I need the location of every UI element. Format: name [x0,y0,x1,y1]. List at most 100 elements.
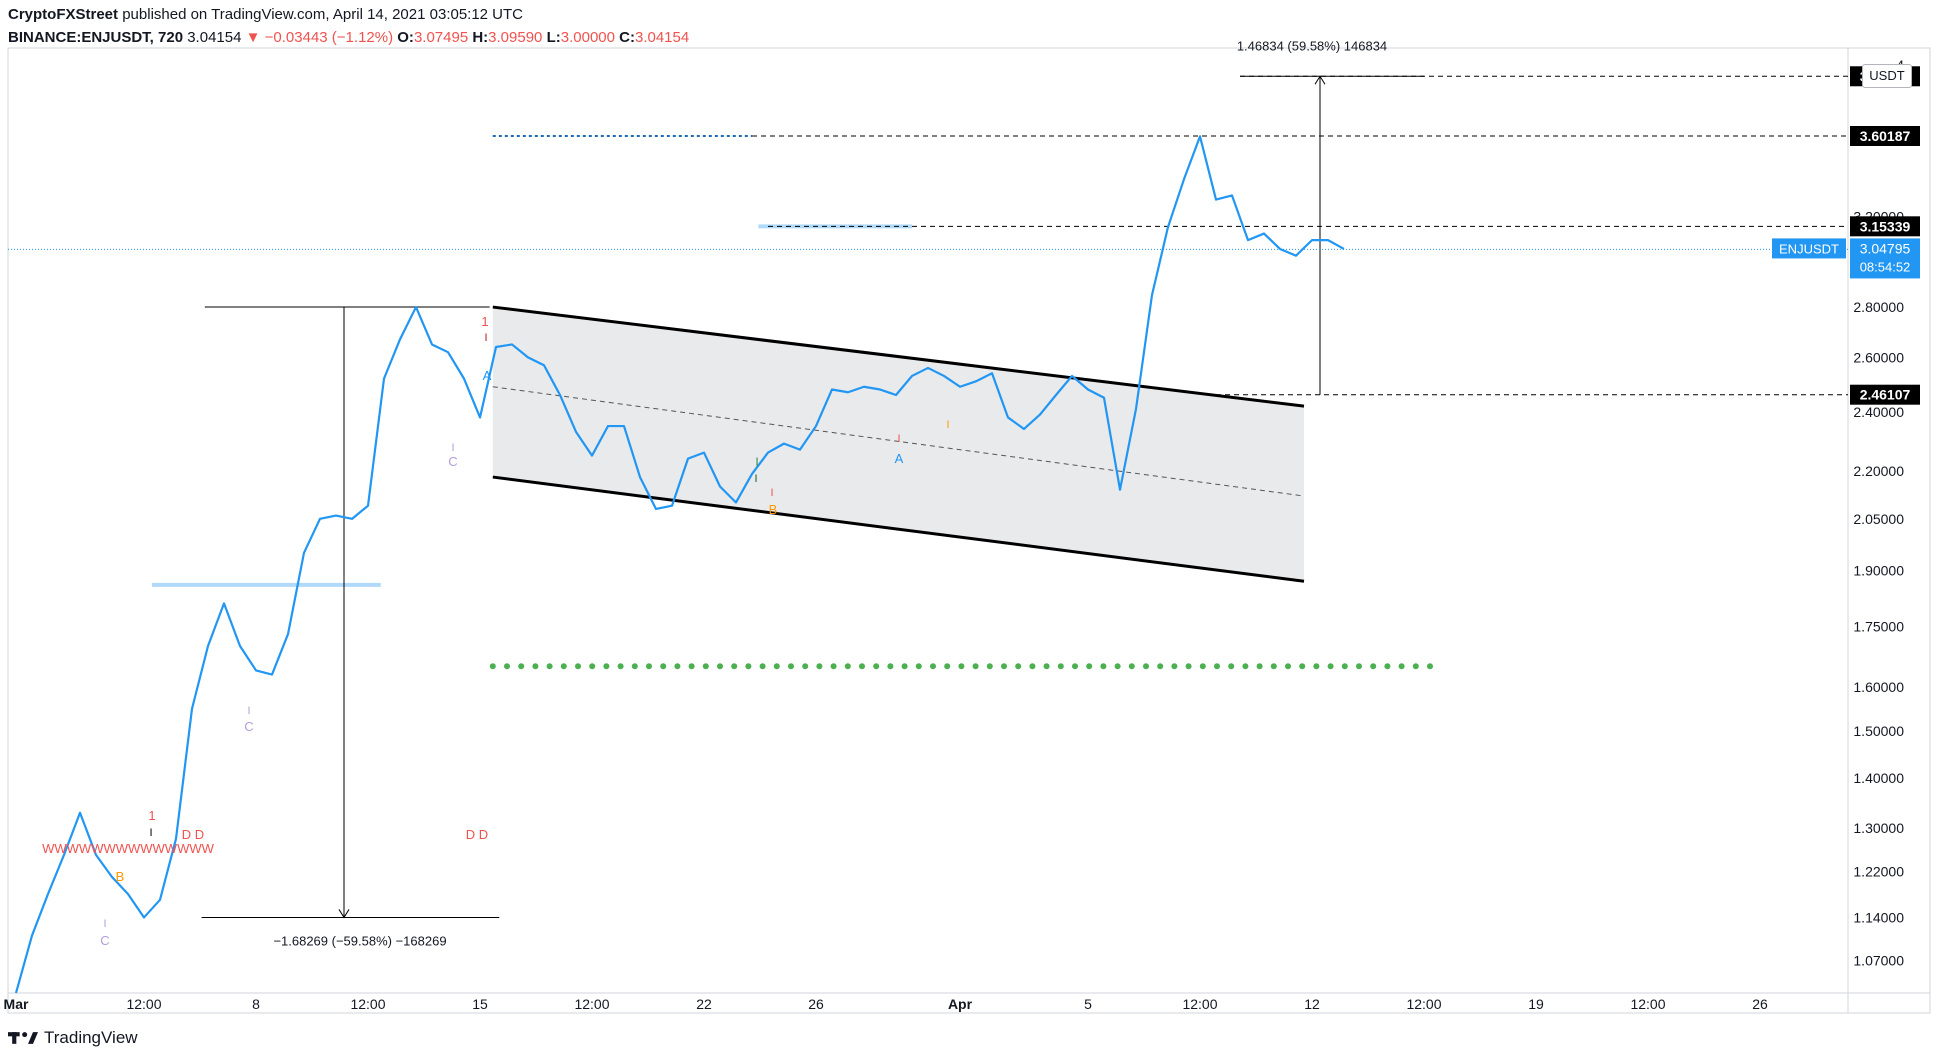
green-dot [901,663,908,670]
x-tick-label: 12:00 [1182,996,1217,1012]
green-dot [958,663,965,670]
d-signal-marks: D D [466,827,488,842]
green-dot [1100,663,1107,670]
wave-i-label: I [946,419,949,431]
green-dot [1214,663,1220,670]
x-tick-label: 12:00 [126,996,161,1012]
y-tick-label: 1.75000 [1853,618,1904,634]
open-value: 3.07495 [413,29,469,46]
green-dot [1114,663,1121,670]
price-series-line [14,135,1345,994]
green-dot [489,663,496,670]
green-dot [1029,663,1036,670]
wave-i-label: I [247,705,250,717]
green-dot [1043,663,1050,670]
wave-c-label: C [100,933,109,948]
wave-i-label: I [484,332,487,344]
wave-one-label: 1 [481,314,488,329]
wave-a-label: A [483,368,492,383]
green-dot [802,663,809,670]
green-dot [986,663,993,670]
green-dot [873,663,880,670]
price-level-tag [1850,216,1920,237]
published-text: published on TradingView.com, April 14, … [122,6,524,23]
y-tick-label: 1.22000 [1853,863,1904,879]
measure-down-label: −1.68269 (−59.58%) −168269 [273,933,446,948]
green-dot [816,663,823,670]
green-dot [788,663,794,670]
measure-up-label: 1.46834 (59.58%) 146834 [1237,38,1387,53]
green-dot [575,663,581,670]
publisher-name[interactable]: CryptoFXStreet [8,6,119,23]
y-tick-label: 1.90000 [1853,562,1904,578]
x-tick-label: 26 [1752,996,1768,1012]
green-dot [603,663,610,670]
wave-c-label: C [244,719,253,734]
green-dot [702,663,709,670]
low-value: 3.00000 [560,29,615,46]
green-dot [887,663,894,670]
wave-i-label: I [451,442,454,454]
green-dot [1185,663,1192,670]
tradingview-footer[interactable]: TradingView [8,1028,138,1048]
green-dot [504,663,510,670]
countdown-label: 08:54:52 [1860,259,1911,274]
price-level-label: 3.15339 [1860,218,1911,234]
wave-i-label: I [103,918,106,930]
x-tick-label: 12:00 [1406,996,1441,1012]
x-tick-label: 5 [1084,996,1092,1012]
green-dot [1157,663,1164,670]
close-label: C: [619,29,635,46]
high-label: H: [472,29,489,46]
wave-i-label: I [897,433,900,445]
price-level-tag [1850,384,1920,405]
channel-fill [492,307,1304,582]
symbol-label: BINANCE:ENJUSDT, 720 [8,29,184,46]
price-level-tag [1850,125,1920,146]
y-tick-label: 1.30000 [1853,820,1904,836]
low-label: L: [546,29,561,46]
green-dot [617,663,624,670]
green-dot [688,663,695,670]
green-dot [1285,663,1291,670]
measure-down-arrow-icon [338,909,350,919]
green-dot [589,663,596,670]
green-dot [1199,663,1206,670]
x-tick-label: Apr [948,996,973,1012]
y-tick-label: 2.40000 [1853,404,1904,420]
ohlc-line: BINANCE:ENJUSDT, 720 3.04154 ▼ −0.03443 … [8,29,689,46]
symbol-tag [1772,238,1846,259]
last-price-label: 3.04795 [1860,240,1911,256]
x-tick-label: 19 [1528,996,1544,1012]
wave-b-label: B [769,502,778,517]
green-dot [1398,663,1405,670]
green-dot [1228,663,1235,670]
y-tick-label: 2.60000 [1853,349,1904,365]
green-dot [1313,663,1320,670]
green-dot [759,663,766,670]
x-tick-label: 22 [696,996,712,1012]
y-tick-label: 1.60000 [1853,679,1904,695]
open-label: O: [397,29,414,46]
wave-i-label: I [149,827,152,839]
green-dot [731,663,738,670]
green-dot [1427,663,1433,670]
currency-unit-button[interactable]: USDT [1862,64,1912,88]
green-dot [1327,663,1334,670]
channel-lower-line [492,475,1305,583]
wave-one-label: 1 [148,808,155,823]
price-level-label: 2.46107 [1860,387,1911,403]
x-tick-label: 26 [808,996,824,1012]
x-tick-label: 8 [252,996,260,1012]
green-dot [631,663,638,670]
y-tick-label: 1.50000 [1853,723,1904,739]
green-dot [1171,663,1178,670]
green-dot [1370,663,1377,670]
change-value: −0.03443 (−1.12%) [264,29,394,46]
x-tick-label: 12:00 [1630,996,1665,1012]
green-dot [944,663,951,670]
change-arrow-icon: ▼ [245,29,261,46]
chart-frame [7,47,1931,1014]
tradingview-logo-icon [8,1032,38,1044]
